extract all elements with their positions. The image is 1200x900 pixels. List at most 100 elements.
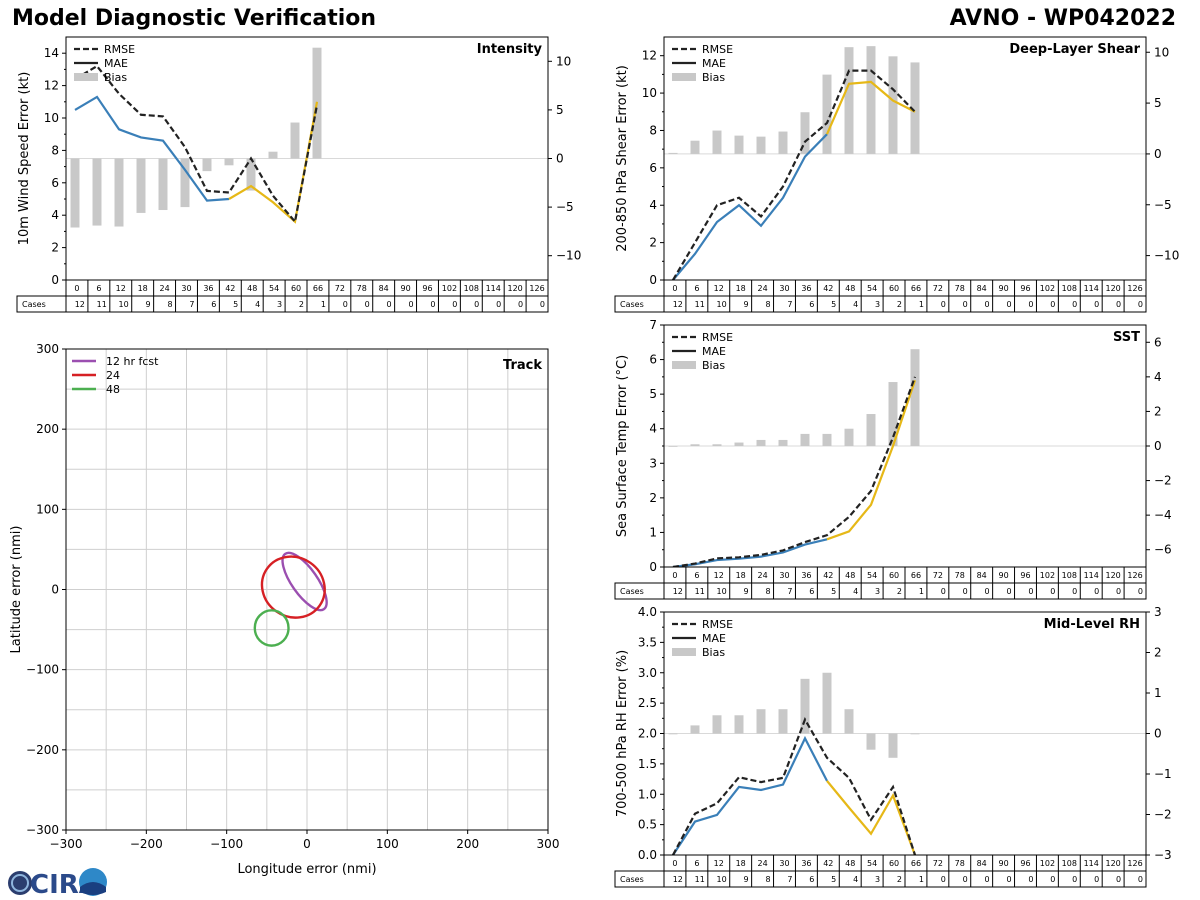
rmse-line: [672, 376, 917, 569]
bias-bar: [888, 733, 898, 758]
y-tick-label: 2: [51, 241, 59, 255]
table-hour: 120: [1105, 284, 1120, 293]
bias-bar: [800, 433, 810, 446]
table-case-count: 11: [695, 300, 705, 309]
bias-bar: [800, 678, 810, 734]
table-case-count: 0: [343, 300, 348, 309]
table-case-count: 0: [1116, 300, 1121, 309]
bias-bar: [910, 733, 920, 735]
y2-tick-label: −1: [1154, 767, 1172, 781]
table-case-count: 2: [897, 300, 902, 309]
table-case-count: 0: [985, 875, 990, 884]
rmse-line: [672, 69, 916, 281]
table-hour: 78: [955, 284, 965, 293]
table-case-count: 9: [744, 875, 749, 884]
table-hour: 108: [464, 284, 479, 293]
table-case-count: 7: [787, 300, 792, 309]
table-hour: 84: [977, 284, 987, 293]
table-case-count: 8: [167, 300, 172, 309]
y-tick-label: 3.0: [638, 666, 657, 680]
bias-bar: [866, 414, 876, 446]
cases-table: Cases01261112101892483073664254845436026…: [16, 279, 549, 313]
table-hour: 96: [1020, 571, 1030, 580]
y-tick-label: 3: [649, 456, 657, 470]
y2-tick-label: −5: [1154, 198, 1172, 212]
table-case-count: 10: [717, 300, 727, 309]
y-axis-label: Latitude error (nmi): [9, 526, 24, 654]
cases-row: [16, 295, 549, 313]
y-tick-label: 0: [51, 273, 59, 287]
bias-bar: [114, 158, 124, 227]
cases-label: Cases: [620, 587, 644, 596]
table-hour: 66: [911, 571, 921, 580]
y-tick-label: 10: [642, 86, 657, 100]
table-case-count: 0: [387, 300, 392, 309]
table-case-count: 6: [809, 300, 814, 309]
table-hour: 42: [823, 284, 833, 293]
mae-line-early: [74, 95, 230, 202]
cases-table: Cases01261112101892483073664254845436026…: [614, 279, 1147, 313]
y-tick-label: −100: [26, 663, 59, 677]
y2-tick-label: 5: [1154, 96, 1162, 110]
table-case-count: 5: [233, 300, 238, 309]
table-hour: 54: [269, 284, 279, 293]
mae-line-early: [672, 538, 828, 569]
table-hour: 126: [1127, 571, 1142, 580]
mae-line-early: [672, 735, 828, 856]
mae-line-late: [826, 780, 917, 856]
table-hour: 90: [400, 284, 410, 293]
bias-bar: [690, 725, 700, 734]
table-case-count: 5: [831, 300, 836, 309]
bias-bar: [844, 709, 854, 734]
y-tick-label: 100: [36, 502, 59, 516]
table-hour: 48: [247, 284, 257, 293]
table-hour: 30: [779, 571, 789, 580]
table-hour: 0: [74, 284, 79, 293]
y-tick-label: 10: [44, 111, 59, 125]
table-hour: 18: [138, 284, 148, 293]
table-hour: 120: [1105, 571, 1120, 580]
y2-tick-label: −2: [1154, 808, 1172, 822]
table-case-count: 0: [1050, 300, 1055, 309]
mae-line-early: [672, 133, 828, 281]
table-hour: 114: [486, 284, 501, 293]
cases-label: Cases: [22, 300, 46, 309]
cases-table: Cases01261112101892483073664254845436026…: [614, 854, 1147, 888]
y2-tick-label: 1: [1154, 686, 1162, 700]
y2-tick-label: −2: [1154, 474, 1172, 488]
chart-title: Mid-Level RH: [1044, 617, 1140, 632]
bias-bar: [290, 122, 300, 159]
legend-bias-swatch: [74, 73, 98, 81]
bias-bar: [690, 140, 700, 154]
table-case-count: 4: [853, 300, 858, 309]
bias-bar: [756, 136, 766, 154]
table-hour: 84: [977, 859, 987, 868]
table-hour: 18: [736, 571, 746, 580]
rh-chart: 0.00.51.01.52.02.53.03.54.0−3−2−10123700…: [614, 605, 1172, 888]
table-case-count: 0: [941, 587, 946, 596]
page-title: Model Diagnostic Verification: [12, 6, 377, 31]
table-case-count: 1: [321, 300, 326, 309]
mae-line-late: [228, 101, 319, 224]
legend-label: 48: [106, 383, 120, 396]
table-hour: 90: [998, 284, 1008, 293]
table-case-count: 3: [875, 300, 880, 309]
table-case-count: 0: [1028, 875, 1033, 884]
table-case-count: 0: [1050, 587, 1055, 596]
y2-tick-label: 0: [556, 152, 564, 166]
table-hour: 108: [1062, 284, 1077, 293]
table-case-count: 0: [1094, 300, 1099, 309]
bias-bar: [778, 709, 788, 734]
table-case-count: 5: [831, 875, 836, 884]
table-hour: 48: [845, 859, 855, 868]
table-case-count: 4: [255, 300, 260, 309]
table-case-count: 0: [430, 300, 435, 309]
table-hour: 66: [911, 284, 921, 293]
table-hour: 102: [1040, 284, 1055, 293]
y-tick-label: 1.5: [638, 757, 657, 771]
y-tick-label: 3.5: [638, 635, 657, 649]
table-hour: 60: [889, 284, 899, 293]
bias-bar: [866, 733, 876, 750]
y2-tick-label: 2: [1154, 646, 1162, 660]
